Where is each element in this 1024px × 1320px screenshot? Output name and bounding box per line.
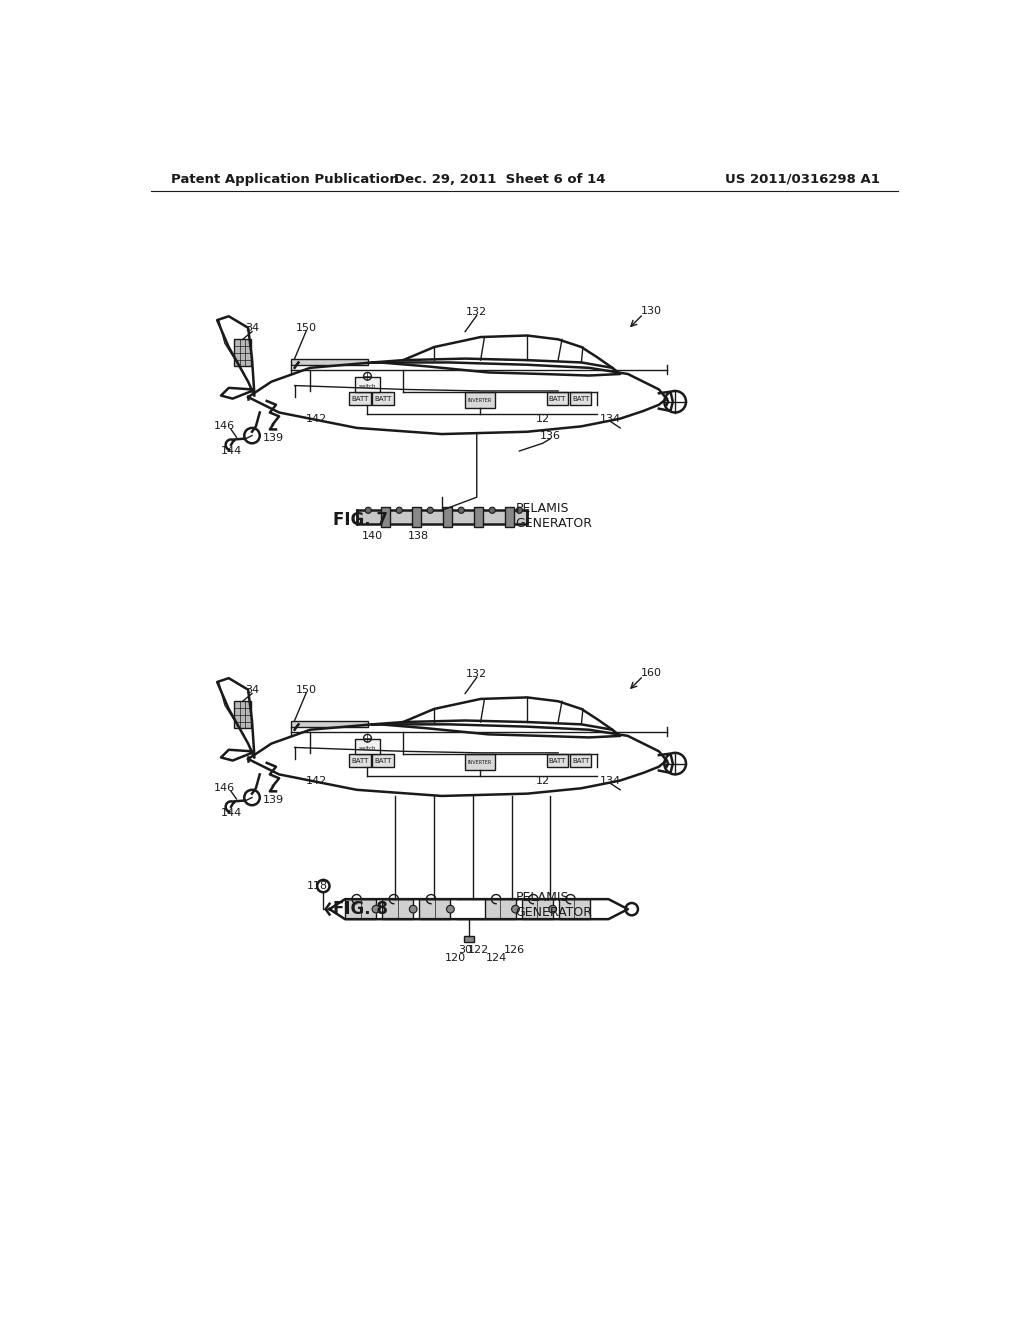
Bar: [464, 936, 474, 942]
Bar: [355, 378, 380, 392]
Bar: [356, 511, 527, 524]
Bar: [372, 392, 394, 405]
Circle shape: [516, 507, 522, 513]
Text: BATT: BATT: [549, 758, 566, 763]
Bar: [569, 755, 592, 767]
Circle shape: [446, 906, 455, 913]
Text: BATT: BATT: [375, 758, 391, 763]
Text: 139: 139: [262, 795, 284, 805]
Bar: [382, 899, 414, 919]
Text: 146: 146: [214, 421, 236, 432]
Text: 120: 120: [444, 953, 466, 962]
Text: 134: 134: [600, 776, 622, 785]
Text: 146: 146: [214, 783, 236, 793]
Text: 136: 136: [540, 430, 561, 441]
Text: 144: 144: [220, 446, 242, 455]
Text: 12: 12: [536, 413, 550, 424]
Text: 122: 122: [468, 945, 488, 954]
Text: 132: 132: [466, 669, 487, 680]
Text: 34: 34: [245, 323, 259, 333]
Text: FIG. 7: FIG. 7: [333, 511, 388, 529]
Text: switch: switch: [358, 384, 376, 389]
Text: BATT: BATT: [549, 396, 566, 401]
Bar: [372, 755, 394, 767]
Text: 150: 150: [296, 685, 316, 694]
Circle shape: [396, 507, 402, 513]
Text: BATT: BATT: [572, 758, 589, 763]
Text: INVERTER: INVERTER: [468, 759, 492, 764]
Text: 160: 160: [641, 668, 662, 677]
Circle shape: [366, 507, 372, 513]
Bar: [291, 721, 369, 726]
Circle shape: [489, 507, 496, 513]
Bar: [291, 359, 369, 364]
Bar: [420, 899, 451, 919]
Text: BATT: BATT: [572, 396, 589, 401]
Circle shape: [410, 906, 417, 913]
Circle shape: [372, 906, 380, 913]
Circle shape: [458, 507, 464, 513]
Text: switch: switch: [358, 746, 376, 751]
Circle shape: [427, 507, 433, 513]
Bar: [381, 507, 390, 527]
Bar: [349, 755, 371, 767]
Bar: [442, 507, 452, 527]
Bar: [547, 392, 568, 405]
Text: 132: 132: [466, 308, 487, 317]
Text: Patent Application Publication: Patent Application Publication: [171, 173, 398, 186]
Text: 30: 30: [458, 945, 472, 954]
Text: 150: 150: [296, 323, 316, 333]
Bar: [505, 507, 514, 527]
Text: BATT: BATT: [351, 758, 369, 763]
Bar: [559, 899, 590, 919]
Text: Dec. 29, 2011  Sheet 6 of 14: Dec. 29, 2011 Sheet 6 of 14: [394, 173, 606, 186]
Text: 126: 126: [504, 945, 524, 954]
Bar: [345, 899, 376, 919]
Text: 124: 124: [485, 953, 507, 962]
Bar: [465, 392, 495, 408]
Bar: [412, 507, 421, 527]
Circle shape: [549, 906, 557, 913]
Text: 130: 130: [641, 306, 662, 315]
Bar: [234, 339, 251, 367]
Text: BATT: BATT: [375, 396, 391, 401]
Text: 134: 134: [600, 413, 622, 424]
Bar: [355, 739, 380, 755]
Text: US 2011/0316298 A1: US 2011/0316298 A1: [725, 173, 880, 186]
Text: 139: 139: [262, 433, 284, 444]
Text: 144: 144: [220, 808, 242, 818]
Text: 12: 12: [536, 776, 550, 785]
Text: 118: 118: [307, 880, 329, 891]
Text: PELAMIS
GENERATOR: PELAMIS GENERATOR: [515, 503, 593, 531]
Text: INVERTER: INVERTER: [468, 397, 492, 403]
Bar: [569, 392, 592, 405]
Bar: [484, 899, 515, 919]
Bar: [234, 701, 251, 729]
Text: 138: 138: [408, 531, 429, 541]
Text: 34: 34: [245, 685, 259, 694]
Text: 140: 140: [361, 531, 383, 541]
Text: FIG. 8: FIG. 8: [333, 900, 388, 919]
Bar: [547, 755, 568, 767]
Circle shape: [512, 906, 519, 913]
Text: 142: 142: [306, 413, 327, 424]
Bar: [349, 392, 371, 405]
Text: 142: 142: [306, 776, 327, 785]
Bar: [465, 755, 495, 770]
Bar: [474, 507, 483, 527]
Text: BATT: BATT: [351, 396, 369, 401]
Bar: [521, 899, 553, 919]
Text: PELAMIS
GENERATOR: PELAMIS GENERATOR: [515, 891, 593, 919]
